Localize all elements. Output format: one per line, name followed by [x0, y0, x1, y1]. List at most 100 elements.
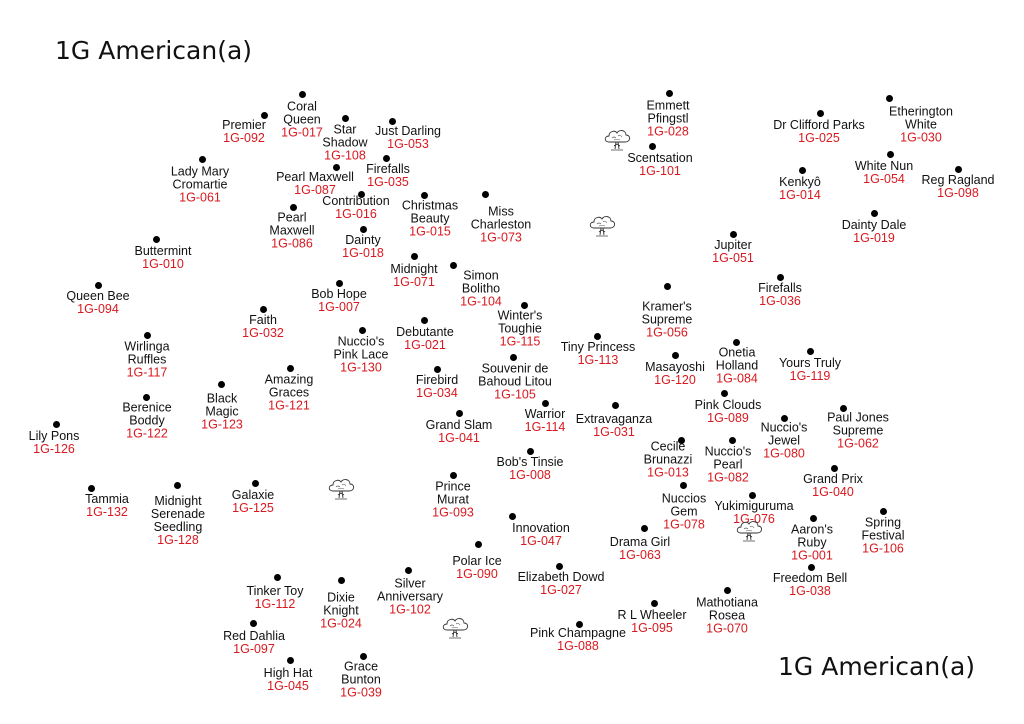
plant-marker[interactable]: [729, 230, 737, 238]
plant-marker[interactable]: [806, 347, 814, 355]
plant-marker[interactable]: [359, 225, 367, 233]
plant-marker[interactable]: [143, 331, 151, 339]
plant-label[interactable]: Miss Charleston 1G-073: [471, 205, 531, 245]
plant-marker[interactable]: [575, 620, 583, 628]
plant-label[interactable]: Red Dahlia 1G-097: [223, 630, 285, 656]
plant-label[interactable]: Dainty 1G-018: [342, 234, 384, 260]
plant-marker[interactable]: [879, 507, 887, 515]
plant-label[interactable]: Wirlinga Ruffles 1G-117: [124, 340, 169, 380]
plant-marker[interactable]: [359, 652, 367, 660]
plant-marker[interactable]: [332, 163, 340, 171]
plant-marker[interactable]: [273, 573, 281, 581]
plant-marker[interactable]: [508, 512, 516, 520]
plant-label[interactable]: Masayoshi 1G-120: [645, 361, 705, 387]
plant-marker[interactable]: [251, 479, 259, 487]
plant-label[interactable]: Dixie Knight 1G-024: [320, 591, 362, 631]
plant-marker[interactable]: [260, 111, 268, 119]
plant-label[interactable]: Simon Bolitho 1G-104: [460, 269, 502, 309]
plant-label[interactable]: Galaxie 1G-125: [232, 489, 274, 515]
plant-label[interactable]: Paul Jones Supreme 1G-062: [827, 411, 889, 451]
plant-label[interactable]: Faith 1G-032: [242, 314, 284, 340]
plant-marker[interactable]: [885, 94, 893, 102]
plant-marker[interactable]: [640, 524, 648, 532]
plant-marker[interactable]: [650, 599, 658, 607]
plant-marker[interactable]: [249, 619, 257, 627]
plant-marker[interactable]: [671, 351, 679, 359]
plant-marker[interactable]: [807, 563, 815, 571]
plant-label[interactable]: Tammia 1G-132: [85, 493, 129, 519]
plant-marker[interactable]: [839, 404, 847, 412]
plant-marker[interactable]: [298, 90, 306, 98]
plant-label[interactable]: Jupiter 1G-051: [712, 239, 754, 265]
plant-marker[interactable]: [677, 436, 685, 444]
plant-label[interactable]: Lily Pons 1G-126: [29, 430, 80, 456]
plant-label[interactable]: R L Wheeler 1G-095: [617, 609, 686, 635]
plant-label[interactable]: Emmett Pfingstl 1G-028: [646, 99, 689, 139]
plant-marker[interactable]: [52, 420, 60, 428]
plant-label[interactable]: Grand Slam 1G-041: [426, 419, 493, 445]
plant-label[interactable]: Firefalls 1G-035: [366, 163, 410, 189]
plant-marker[interactable]: [286, 364, 294, 372]
plant-marker[interactable]: [410, 252, 418, 260]
plant-label[interactable]: Aaron's Ruby 1G-001: [791, 523, 833, 563]
plant-label[interactable]: Just Darling 1G-053: [375, 125, 441, 151]
plant-marker[interactable]: [382, 154, 390, 162]
plant-label[interactable]: Scentsation 1G-101: [627, 152, 692, 178]
plant-label[interactable]: Buttermint 1G-010: [135, 245, 192, 271]
plant-marker[interactable]: [198, 155, 206, 163]
plant-marker[interactable]: [798, 166, 806, 174]
plant-marker[interactable]: [780, 414, 788, 422]
plant-marker[interactable]: [420, 191, 428, 199]
plant-marker[interactable]: [748, 491, 756, 499]
plant-label[interactable]: White Nun 1G-054: [855, 160, 913, 186]
plant-marker[interactable]: [449, 261, 457, 269]
plant-label[interactable]: Polar Ice 1G-090: [452, 555, 501, 581]
plant-label[interactable]: Grand Prix 1G-040: [803, 473, 863, 499]
plant-label[interactable]: Dr Clifford Parks 1G-025: [773, 119, 864, 145]
plant-marker[interactable]: [286, 656, 294, 664]
plant-marker[interactable]: [388, 117, 396, 125]
plant-marker[interactable]: [217, 380, 225, 388]
plant-label[interactable]: Grace Bunton 1G-039: [340, 660, 382, 700]
plant-marker[interactable]: [420, 316, 428, 324]
plant-label[interactable]: Pink Champagne 1G-088: [530, 627, 626, 653]
plant-marker[interactable]: [728, 436, 736, 444]
plant-marker[interactable]: [455, 409, 463, 417]
plant-label[interactable]: Coral Queen 1G-017: [281, 100, 323, 140]
plant-label[interactable]: Reg Ragland 1G-098: [922, 174, 995, 200]
plant-marker[interactable]: [449, 471, 457, 479]
plant-marker[interactable]: [433, 365, 441, 373]
plant-marker[interactable]: [723, 586, 731, 594]
plant-label[interactable]: Silver Anniversary 1G-102: [377, 577, 443, 617]
plant-marker[interactable]: [541, 399, 549, 407]
plant-label[interactable]: Kenkyô 1G-014: [779, 176, 821, 202]
plant-label[interactable]: Star Shadow 1G-108: [322, 123, 367, 163]
plant-marker[interactable]: [886, 150, 894, 158]
plant-marker[interactable]: [830, 464, 838, 472]
plant-label[interactable]: Amazing Graces 1G-121: [265, 373, 314, 413]
plant-label[interactable]: Drama Girl 1G-063: [610, 536, 670, 562]
plant-marker[interactable]: [142, 393, 150, 401]
plant-label[interactable]: Mathotiana Rosea 1G-070: [696, 596, 758, 636]
plant-marker[interactable]: [732, 338, 740, 346]
plant-marker[interactable]: [152, 235, 160, 243]
plant-marker[interactable]: [173, 481, 181, 489]
plant-label[interactable]: Kramer's Supreme 1G-056: [642, 300, 693, 340]
plant-label[interactable]: Souvenir de Bahoud Litou 1G-105: [478, 362, 552, 402]
plant-label[interactable]: Prince Murat 1G-093: [432, 480, 474, 520]
plant-label[interactable]: Elizabeth Dowd 1G-027: [518, 571, 605, 597]
plant-label[interactable]: Spring Festival 1G-106: [861, 516, 904, 556]
plant-label[interactable]: Warrior 1G-114: [525, 408, 566, 434]
plant-marker[interactable]: [509, 353, 517, 361]
plant-marker[interactable]: [870, 209, 878, 217]
plant-marker[interactable]: [526, 447, 534, 455]
plant-label[interactable]: Midnight Serenade Seedling 1G-128: [151, 495, 205, 547]
plant-marker[interactable]: [481, 190, 489, 198]
plant-label[interactable]: Extravaganza 1G-031: [576, 413, 652, 439]
plant-marker[interactable]: [520, 301, 528, 309]
plant-label[interactable]: High Hat 1G-045: [264, 667, 313, 693]
plant-marker[interactable]: [720, 389, 728, 397]
plant-label[interactable]: Midnight 1G-071: [390, 263, 437, 289]
plant-marker[interactable]: [816, 109, 824, 117]
plant-label[interactable]: Pink Clouds 1G-089: [695, 399, 762, 425]
